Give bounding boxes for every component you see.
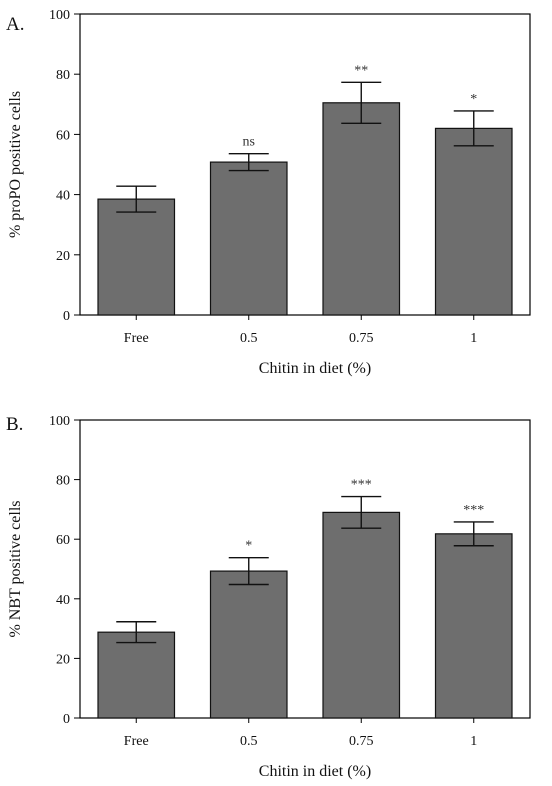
bar-0.75 (322, 102, 401, 316)
bar-Free (97, 198, 176, 316)
significance-label: ns (243, 135, 255, 150)
y-tick-label: 80 (56, 68, 70, 83)
x-axis-label: Chitin in diet (%) (259, 360, 371, 377)
bar-1 (434, 127, 513, 316)
y-tick-label: 40 (56, 189, 70, 204)
chart-panel-a: A. 0 20 40 60 80 100 Free ns 0.5 ** 0.75 * 1 Chitin in… (6, 8, 531, 377)
x-tick-label: Free (124, 734, 149, 749)
x-tick-label: 0.75 (349, 734, 374, 749)
y-tick-label: 100 (49, 8, 70, 23)
bar-1 (434, 533, 513, 719)
bar-0.75 (322, 511, 401, 719)
x-tick-label: 0.5 (240, 734, 258, 749)
x-tick-label: 1 (470, 734, 477, 749)
panel-label-a: A. (6, 14, 24, 35)
y-tick-label: 80 (56, 474, 70, 489)
significance-label: * (245, 539, 252, 554)
x-tick-label: 0.75 (349, 331, 374, 346)
significance-label: * (470, 92, 477, 107)
y-axis-label: % proPO positive cells (7, 91, 24, 238)
y-axis-label: % NBT positive cells (7, 500, 24, 637)
bar-0.5 (209, 570, 288, 719)
panel-label-b: B. (6, 414, 23, 435)
x-tick-label: 0.5 (240, 331, 258, 346)
significance-label: *** (463, 503, 484, 518)
y-tick-label: 0 (63, 309, 70, 324)
y-tick-label: 20 (56, 249, 70, 264)
y-tick-label: 60 (56, 533, 70, 548)
y-tick-label: 60 (56, 128, 70, 143)
y-tick-label: 100 (49, 414, 70, 429)
x-axis-label: Chitin in diet (%) (259, 763, 371, 780)
plot-frame-a (79, 13, 531, 316)
chart-panel-b: B. 0 20 40 60 80 100 Free * 0.5 *** 0.75 *** 1 Chitin … (6, 414, 531, 780)
bar-0.5 (209, 161, 288, 316)
significance-label: ** (354, 63, 368, 78)
bar-Free (97, 631, 176, 719)
significance-label: *** (351, 478, 372, 493)
y-tick-label: 0 (63, 712, 70, 727)
x-tick-label: 1 (470, 331, 477, 346)
plot-frame-b (79, 419, 531, 719)
x-tick-label: Free (124, 331, 149, 346)
y-tick-label: 40 (56, 593, 70, 608)
y-tick-label: 20 (56, 652, 70, 667)
